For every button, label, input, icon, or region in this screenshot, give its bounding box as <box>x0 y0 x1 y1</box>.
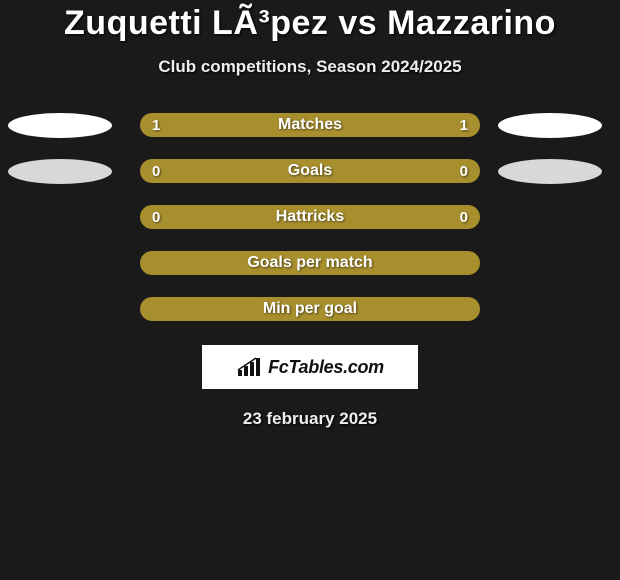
stat-value-right: 1 <box>460 117 468 134</box>
stat-label: Goals per match <box>140 254 480 272</box>
stat-label: Goals <box>140 162 480 180</box>
right-ellipse <box>498 159 602 184</box>
stat-rows: 1Matches10Goals00Hattricks0Goals per mat… <box>0 113 620 321</box>
source-badge: FcTables.com <box>202 345 418 389</box>
stat-row: 1Matches1 <box>0 113 620 137</box>
chart-icon <box>236 356 262 378</box>
left-ellipse <box>8 159 112 184</box>
date-label: 23 february 2025 <box>0 409 620 429</box>
stat-label: Matches <box>140 116 480 134</box>
stat-label: Hattricks <box>140 208 480 226</box>
stat-row: 0Goals0 <box>0 159 620 183</box>
stat-value-left: 0 <box>152 163 160 180</box>
stat-bar: Goals per match <box>140 251 480 275</box>
stat-row: Goals per match <box>0 251 620 275</box>
stat-bar: 0Goals0 <box>140 159 480 183</box>
left-ellipse <box>8 113 112 138</box>
stat-bar: 0Hattricks0 <box>140 205 480 229</box>
stat-value-right: 0 <box>460 163 468 180</box>
comparison-card: Zuquetti LÃ³pez vs Mazzarino Club compet… <box>0 0 620 429</box>
stat-bar: Min per goal <box>140 297 480 321</box>
subtitle: Club competitions, Season 2024/2025 <box>0 57 620 77</box>
stat-label: Min per goal <box>140 300 480 318</box>
stat-value-right: 0 <box>460 209 468 226</box>
page-title: Zuquetti LÃ³pez vs Mazzarino <box>0 4 620 43</box>
stat-row: 0Hattricks0 <box>0 205 620 229</box>
badge-text: FcTables.com <box>268 357 384 378</box>
stat-bar: 1Matches1 <box>140 113 480 137</box>
right-ellipse <box>498 113 602 138</box>
stat-value-left: 0 <box>152 209 160 226</box>
stat-value-left: 1 <box>152 117 160 134</box>
stat-row: Min per goal <box>0 297 620 321</box>
